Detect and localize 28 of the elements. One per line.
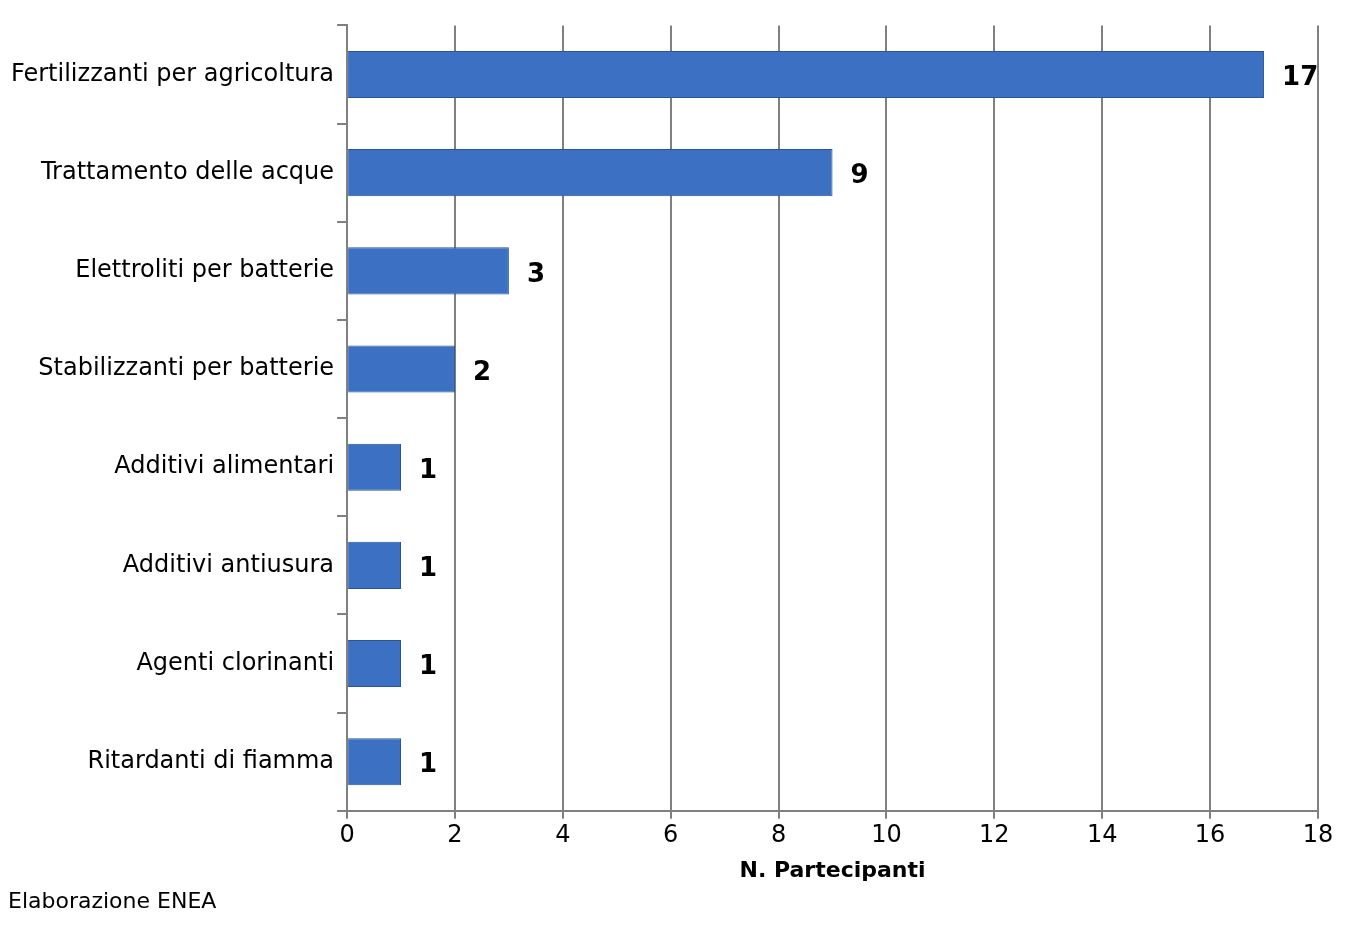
y-tick-label: Additivi alimentari [114, 451, 335, 480]
x-tick-label: 8 [770, 820, 787, 849]
x-tick-label: 12 [979, 820, 1010, 849]
y-tick-label: Agenti clorinanti [136, 647, 335, 676]
x-tick-label: 14 [1086, 820, 1118, 849]
x-tick-label: 4 [555, 820, 571, 849]
data-label: 1 [419, 453, 438, 484]
x-tick-label: 16 [1194, 820, 1226, 849]
data-label: 17 [1282, 61, 1319, 92]
data-label: 1 [419, 552, 438, 583]
x-tick-label: 6 [663, 820, 679, 849]
text: Elaborazione ENEA [8, 888, 218, 913]
y-tick-label: Trattamento delle acque [39, 156, 335, 185]
x-tick-label: 18 [1302, 820, 1334, 849]
y-tick-label: Additivi antiusura [122, 549, 335, 578]
x-tick-label: 0 [339, 820, 355, 849]
y-tick-label: Stabilizzanti per batterie [38, 353, 335, 382]
y-tick-label: Elettroliti per batterie [75, 255, 335, 284]
y-tick-label: Ritardanti di fiamma [87, 745, 335, 774]
x-tick-label: 10 [871, 820, 902, 849]
data-label: 2 [472, 355, 492, 386]
data-label: 1 [419, 748, 438, 779]
x-tick-label: 2 [447, 820, 463, 849]
data-label: 1 [419, 650, 438, 681]
data-label: 3 [526, 257, 545, 288]
data-label: 9 [850, 159, 869, 190]
y-tick-label: Fertilizzanti per agricoltura [11, 58, 335, 87]
x-axis-title: N. Partecipanti [739, 856, 926, 882]
